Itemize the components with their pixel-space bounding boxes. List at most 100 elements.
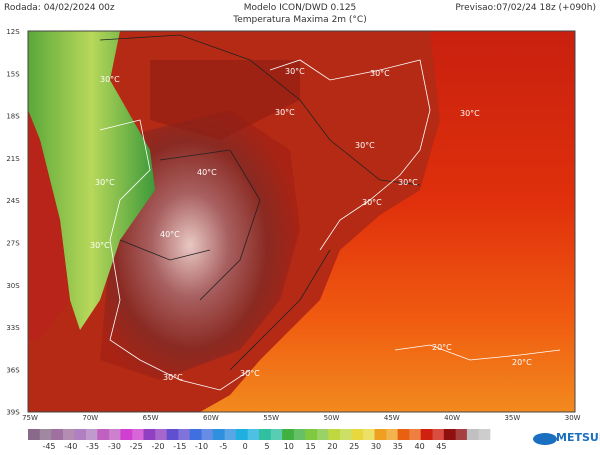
lon-label: 65W: [143, 414, 159, 422]
colorbar-swatch: [235, 429, 248, 440]
colorbar-label: -40: [64, 442, 77, 451]
colorbar-swatch: [51, 429, 63, 440]
colorbar-label: 20: [327, 442, 337, 451]
lat-label: 12S: [6, 28, 20, 36]
contour-label: 30°C: [95, 178, 115, 187]
lat-label: 33S: [6, 324, 20, 332]
contour-label: 30°C: [240, 369, 260, 378]
colorbar-label: -20: [151, 442, 164, 451]
map-frame: [27, 30, 576, 413]
colorbar-swatch: [224, 429, 237, 440]
lon-label: 70W: [82, 414, 98, 422]
lon-label: 55W: [263, 414, 279, 422]
contour-label: 30°C: [285, 67, 305, 76]
lon-label: 40W: [444, 414, 460, 422]
colorbar-swatch: [339, 429, 352, 440]
colorbar-swatch: [131, 429, 144, 440]
colorbar-swatch: [39, 429, 52, 440]
lon-label: 75W: [22, 414, 38, 422]
map-area: [28, 31, 575, 412]
colorbar-label: -35: [86, 442, 99, 451]
colorbar-swatch: [97, 429, 110, 440]
contour-label: 20°C: [512, 358, 532, 367]
colorbar-swatch: [420, 429, 433, 440]
colorbar-swatch: [362, 429, 375, 440]
colorbar-swatch: [62, 429, 75, 440]
lon-label: 30W: [565, 414, 581, 422]
colorbar-swatch: [478, 429, 491, 440]
colorbar-swatch: [328, 429, 341, 440]
colorbar-swatch: [386, 429, 398, 440]
variable-label: Temperatura Maxima 2m (°C): [232, 15, 366, 25]
lon-label: 60W: [203, 414, 219, 422]
colorbar-label: -30: [108, 442, 121, 451]
colorbar-swatch: [189, 429, 202, 440]
contour-label: 30°C: [398, 178, 418, 187]
colorbar-swatch: [201, 429, 214, 440]
colorbar-swatch: [212, 429, 225, 440]
run-label: Rodada: 04/02/2024 00z: [4, 3, 115, 13]
colorbar-swatch: [455, 429, 468, 440]
logo: METSUL: [533, 431, 600, 445]
lon-label: 45W: [384, 414, 400, 422]
lon-label: 35W: [504, 414, 520, 422]
contour-label: 30°C: [163, 373, 183, 382]
colorbar-swatch: [247, 429, 260, 440]
colorbar-swatch: [259, 429, 271, 440]
colorbar-swatch: [166, 429, 179, 440]
colorbar-swatch: [120, 429, 133, 440]
colorbar-swatch: [351, 429, 364, 440]
colorbar-label: -5: [219, 442, 227, 451]
colorbar-label: 25: [349, 442, 359, 451]
colorbar-swatch: [432, 429, 445, 440]
forecast-label: Previsao:07/02/24 18z (+090h): [455, 3, 596, 13]
colorbar-label: 10: [284, 442, 294, 451]
contour-label: 30°C: [370, 69, 390, 78]
contour-label: 30°C: [100, 75, 120, 84]
colorbar-swatch: [409, 429, 421, 440]
colorbar-label: -15: [173, 442, 186, 451]
lat-label: 15S: [6, 70, 20, 78]
colorbar-swatch: [270, 429, 283, 440]
colorbar-swatch: [443, 429, 456, 440]
colorbar: -45 -40 -35 -30 -25 -20 -15 -10 -5 0 5 10 15 20 25 30 35…: [28, 429, 491, 451]
colorbar-swatch: [155, 429, 167, 440]
contour-label: 30°C: [362, 198, 382, 207]
colorbar-label: 0: [243, 442, 248, 451]
logo-text: METSUL: [556, 431, 600, 444]
colorbar-swatch: [293, 429, 306, 440]
colorbar-swatch: [282, 429, 294, 440]
lat-label: 18S: [6, 113, 20, 121]
colorbar-label: 5: [264, 442, 269, 451]
lat-label: 21S: [6, 155, 20, 163]
colorbar-label: 40: [415, 442, 425, 451]
lat-label: 30S: [6, 282, 20, 290]
contour-label: 20°C: [432, 343, 452, 352]
colorbar-swatch: [316, 429, 329, 440]
colorbar-swatch: [143, 429, 156, 440]
colorbar-label: -45: [42, 442, 55, 451]
colorbar-label: 15: [306, 442, 316, 451]
colorbar-swatch: [466, 429, 479, 440]
colorbar-swatch: [85, 429, 98, 440]
colorbar-swatch: [374, 429, 387, 440]
contour-label: 40°C: [197, 168, 217, 177]
colorbar-swatch: [178, 429, 190, 440]
contour-label: 30°C: [275, 108, 295, 117]
colorbar-label: -10: [195, 442, 208, 451]
colorbar-label: -25: [130, 442, 143, 451]
lat-label: 24S: [6, 197, 20, 205]
colorbar-swatch: [74, 429, 87, 440]
model-label: Modelo ICON/DWD 0.125: [244, 3, 357, 13]
lat-label: 39S: [6, 409, 20, 417]
lat-label: 36S: [6, 366, 20, 374]
colorbar-swatch: [108, 429, 121, 440]
lat-label: 27S: [6, 240, 20, 248]
contour-label: 30°C: [460, 109, 480, 118]
colorbar-label: 30: [371, 442, 381, 451]
contour-label: 30°C: [355, 141, 375, 150]
colorbar-swatch: [397, 429, 410, 440]
colorbar-label: 35: [393, 442, 403, 451]
colorbar-swatch: [305, 429, 318, 440]
